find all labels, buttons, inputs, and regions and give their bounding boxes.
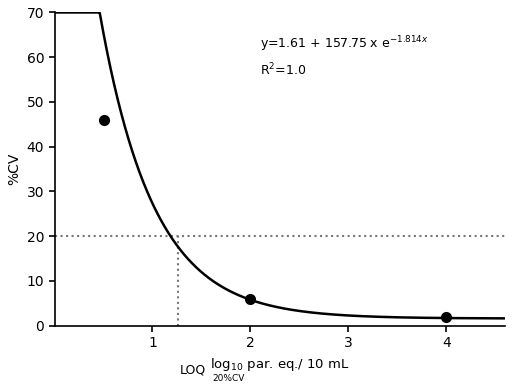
Text: LOQ: LOQ [180,363,206,376]
Text: y=1.61 + 157.75 x e$^{-1.814x}$
R$^{2}$=1.0: y=1.61 + 157.75 x e$^{-1.814x}$ R$^{2}$=… [260,35,429,78]
Y-axis label: %CV: %CV [7,153,21,185]
X-axis label: log$_{10}$ par. eq./ 10 mL: log$_{10}$ par. eq./ 10 mL [210,356,350,373]
Point [246,296,254,302]
Point [99,117,108,123]
Point [442,314,451,320]
Text: 20%CV: 20%CV [212,374,245,383]
